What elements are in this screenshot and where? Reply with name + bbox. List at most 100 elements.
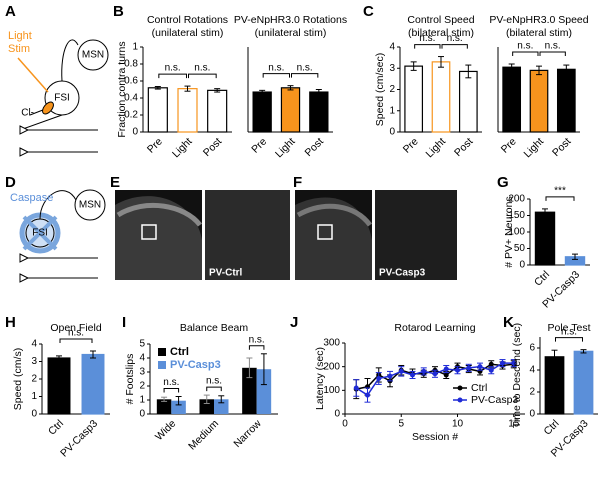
panel-label: E xyxy=(110,174,120,191)
significance-label: n.s. xyxy=(206,376,222,387)
x-tick-label: Narrow xyxy=(231,417,264,450)
marker xyxy=(488,361,494,367)
opsin xyxy=(42,101,54,115)
bar xyxy=(280,87,301,133)
marker xyxy=(443,372,449,378)
bar xyxy=(199,399,214,414)
diagram-d xyxy=(19,189,106,283)
x-tick-label: Wide xyxy=(153,417,179,443)
bar xyxy=(431,61,451,133)
marker xyxy=(421,368,427,374)
x-tick-label: Light xyxy=(273,136,298,161)
bar xyxy=(214,399,229,414)
ion-label: Cl- xyxy=(21,108,34,119)
connections xyxy=(20,190,98,279)
bar xyxy=(458,70,478,133)
chart-title: Control Rotations xyxy=(147,14,228,26)
significance-label: n.s. xyxy=(545,41,561,52)
marker xyxy=(398,368,404,374)
x-tick-label: Ctrl xyxy=(542,418,562,438)
x-tick-label: PV-Casp3 xyxy=(58,417,100,459)
y-tick-label: 0 xyxy=(139,409,145,420)
significance-bracket xyxy=(291,73,319,78)
y-axis-label: # Footslips xyxy=(124,354,136,405)
bar xyxy=(252,91,272,133)
x-tick-label: Ctrl xyxy=(46,418,66,438)
legend-swatch xyxy=(158,348,166,356)
y-tick-label: 0 xyxy=(132,127,138,138)
bar xyxy=(309,91,329,133)
light-label: Light xyxy=(8,30,32,42)
terminals xyxy=(19,125,30,157)
x-tick-label: Pre xyxy=(499,135,519,155)
marker xyxy=(353,385,359,391)
y-tick-label: 1 xyxy=(132,42,138,53)
x-tick-label: Ctrl xyxy=(532,269,552,289)
ablation-cross xyxy=(22,215,58,251)
panel-label: F xyxy=(293,174,302,191)
x-axis-label: Session # xyxy=(412,431,458,443)
significance-label: n.s. xyxy=(419,33,435,44)
y-tick-label: 4 xyxy=(139,353,145,364)
y-axis-label: Latency (sec) xyxy=(314,347,326,410)
y-axis-label: # PV+ Neurons xyxy=(503,196,515,268)
y-tick-label: 1 xyxy=(139,395,145,406)
significance-label: n.s. xyxy=(561,326,577,337)
bar xyxy=(147,87,168,133)
brain-section xyxy=(295,197,372,280)
y-tick-label: 300 xyxy=(323,338,340,349)
significance-bracket xyxy=(555,337,583,342)
marker xyxy=(466,365,472,371)
light-label: Stim xyxy=(8,43,30,55)
y-axis-label: Speed (cm/sec) xyxy=(374,53,386,127)
cortex xyxy=(116,202,202,227)
x-tick-label: Light xyxy=(521,136,546,161)
x-tick-label: Pre xyxy=(401,135,421,155)
x-tick-label: 10 xyxy=(452,419,464,430)
significance-label: n.s. xyxy=(194,63,210,74)
chart-title: PV-eNpHR3.0 Speed xyxy=(489,14,588,26)
significance-label: n.s. xyxy=(249,334,265,345)
y-tick-label: 0 xyxy=(334,409,340,420)
chart-title: Control Speed xyxy=(407,14,474,26)
bar xyxy=(502,66,522,133)
marker xyxy=(500,360,505,366)
y-tick-label: 200 xyxy=(508,194,525,205)
panel-labels: A B C D E F G H I J K xyxy=(5,3,514,331)
chart-title: Pole Test xyxy=(548,322,591,334)
significance-label: n.s. xyxy=(297,62,313,73)
y-tick-label: 0 xyxy=(389,127,395,138)
bar xyxy=(556,68,576,133)
bar xyxy=(171,400,186,414)
y-tick-label: 0.2 xyxy=(124,110,138,121)
significance-bracket xyxy=(545,196,575,201)
y-tick-label: 0.6 xyxy=(124,76,138,87)
legend-label: Ctrl xyxy=(170,346,189,358)
x-tick-label: Pre xyxy=(145,135,165,155)
y-tick-label: 3 xyxy=(139,367,145,378)
significance-bracket xyxy=(262,73,290,78)
msn-cell xyxy=(77,39,109,71)
x-tick-label: Light xyxy=(170,136,195,161)
legend-marker xyxy=(457,397,463,403)
y-tick-label: 0 xyxy=(519,260,525,271)
significance-bracket xyxy=(539,51,566,56)
msn-cell xyxy=(74,189,106,221)
image-e-zoom xyxy=(205,190,290,280)
brain-section xyxy=(115,196,202,280)
bar xyxy=(404,65,424,133)
y-axis-label: Time to Descend (sec) xyxy=(511,323,523,428)
marker xyxy=(477,364,483,370)
x-tick-label: Medium xyxy=(186,417,221,452)
bar xyxy=(47,357,71,415)
panel-label: G xyxy=(497,174,509,191)
significance-bracket xyxy=(512,51,539,56)
diagram-a xyxy=(17,39,109,157)
y-tick-label: 1 xyxy=(389,105,395,116)
significance-bracket xyxy=(441,44,468,49)
bar xyxy=(81,353,105,415)
panel-label: A xyxy=(5,3,16,20)
bar xyxy=(256,369,272,414)
bar xyxy=(207,89,228,133)
marker xyxy=(410,372,415,378)
